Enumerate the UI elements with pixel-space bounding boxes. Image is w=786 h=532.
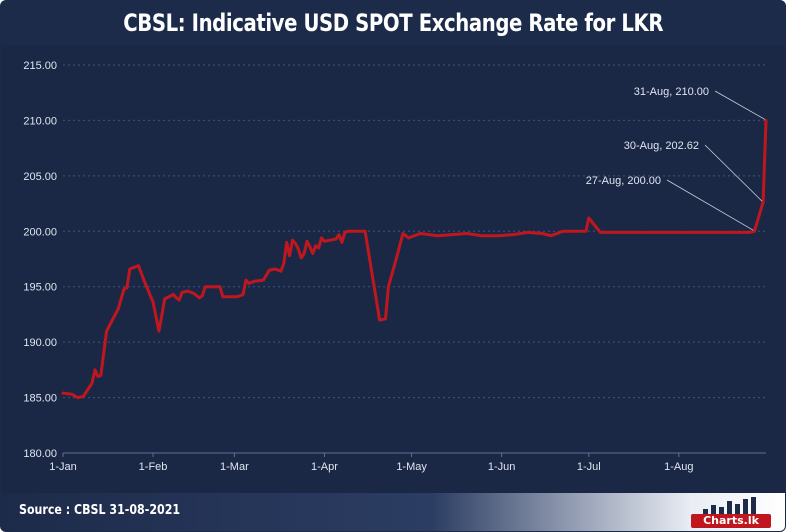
annotation-leader [704,144,763,202]
x-tick-label: 1-Jul [577,461,601,473]
x-tick-label: 1-Jan [49,461,77,473]
title-bar: CBSL: Indicative USD SPOT Exchange Rate … [1,1,785,45]
line-chart: 180.00 185.00 190.00 195.00 200.00 205.00 210.… [23,60,768,473]
chart-title: CBSL: Indicative USD SPOT Exchange Rate … [123,9,663,37]
logo-text: Charts.lk [691,514,771,528]
y-tick-label: 190.00 [23,337,57,349]
annotation-label: 30-Aug, 202.62 [624,140,699,152]
x-tick-label: 1-Aug [664,461,693,473]
y-tick-label: 195.00 [23,282,57,294]
x-tick-label: 1-Feb [139,461,168,473]
y-tick-label: 215.00 [23,60,57,72]
y-tick-label: 180.00 [23,448,57,460]
annotation-label: 31-Aug, 210.00 [634,86,709,98]
x-tick-label: 1-Jun [488,461,516,473]
annotation-leader [714,90,766,120]
source-note: Source : CBSL 31-08-2021 [19,503,181,518]
x-tick-label: 1-May [396,461,427,473]
annotation-leader [666,179,754,231]
footer-bar: Source : CBSL 31-08-2021 Charts.lk [1,493,785,531]
charts-lk-logo: Charts.lk [689,495,775,529]
y-tick-label: 200.00 [23,226,57,238]
y-tick-label: 205.00 [23,171,57,183]
x-tick-label: 1-Apr [311,461,338,473]
series-line [61,118,768,400]
annotation-label: 27-Aug, 200.00 [586,175,661,187]
bar-chart-icon [703,497,756,515]
y-tick-label: 185.00 [23,393,57,405]
plot-area: 180.00 185.00 190.00 195.00 200.00 205.00 210.… [1,45,785,493]
y-tick-label: 210.00 [23,115,57,127]
x-tick-label: 1-Mar [220,461,249,473]
